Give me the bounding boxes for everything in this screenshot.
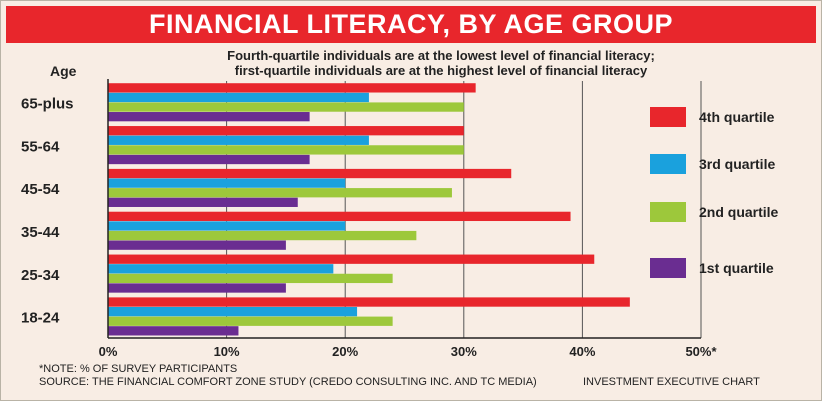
bar-25-34-3rd-quartile [108, 264, 334, 274]
bar-55-64-3rd-quartile [108, 135, 369, 145]
legend-swatch [650, 258, 686, 278]
bar-65-plus-4th-quartile [108, 83, 476, 93]
bar-25-34-1st-quartile [108, 283, 286, 293]
x-tick-label: 10% [214, 344, 240, 359]
legend-label: 3rd quartile [699, 156, 775, 172]
legend-label: 1st quartile [699, 260, 774, 276]
title-bar: FINANCIAL LITERACY, BY AGE GROUP [6, 6, 816, 43]
bar-65-plus-2nd-quartile [108, 102, 464, 112]
bar-55-64-4th-quartile [108, 126, 464, 136]
legend-swatch [650, 202, 686, 222]
bar-45-54-1st-quartile [108, 197, 298, 207]
y-axis-label: Age [50, 63, 77, 79]
chart-subtitle-line-2: first-quartile individuals are at the hi… [234, 63, 648, 78]
legend-swatch [650, 154, 686, 174]
bar-45-54-4th-quartile [108, 168, 512, 179]
chart-title: FINANCIAL LITERACY, BY AGE GROUP [148, 9, 674, 39]
bar-35-44-2nd-quartile [108, 230, 417, 241]
legend-label: 2nd quartile [699, 204, 779, 220]
legend-swatch [650, 107, 686, 127]
bar-25-34-2nd-quartile [108, 273, 393, 284]
bar-25-34-4th-quartile [108, 254, 595, 264]
category-label: 45-54 [21, 181, 60, 198]
bar-18-24-4th-quartile [108, 297, 630, 307]
category-label: 25-34 [21, 267, 60, 284]
bar-35-44-3rd-quartile [108, 221, 346, 231]
bar-55-64-2nd-quartile [108, 145, 464, 155]
bar-45-54-3rd-quartile [108, 178, 346, 188]
bar-65-plus-3rd-quartile [108, 92, 369, 103]
x-tick-label: 20% [332, 344, 358, 359]
bar-18-24-2nd-quartile [108, 316, 393, 326]
x-tick-label: 30% [451, 344, 477, 359]
x-tick-label: 40% [569, 344, 595, 359]
category-label: 18-24 [21, 310, 60, 327]
bar-18-24-1st-quartile [108, 326, 239, 336]
credit-text: INVESTMENT EXECUTIVE CHART [583, 376, 760, 388]
bar-35-44-1st-quartile [108, 240, 286, 250]
bar-35-44-4th-quartile [108, 211, 571, 222]
legend-label: 4th quartile [699, 109, 775, 125]
note-text: *NOTE: % OF SURVEY PARTICIPANTS [39, 363, 238, 375]
chart-subtitle-line-1: Fourth-quartile individuals are at the l… [227, 48, 655, 63]
bar-45-54-2nd-quartile [108, 188, 452, 198]
category-label: 55-64 [21, 138, 60, 155]
bar-65-plus-1st-quartile [108, 112, 310, 122]
bar-18-24-3rd-quartile [108, 306, 358, 317]
category-label: 65-plus [21, 95, 74, 112]
bar-55-64-1st-quartile [108, 154, 310, 165]
category-label: 35-44 [21, 224, 60, 241]
x-tick-label: 50%* [685, 344, 717, 359]
x-tick-label: 0% [99, 344, 118, 359]
source-text: SOURCE: THE FINANCIAL COMFORT ZONE STUDY… [39, 376, 537, 388]
